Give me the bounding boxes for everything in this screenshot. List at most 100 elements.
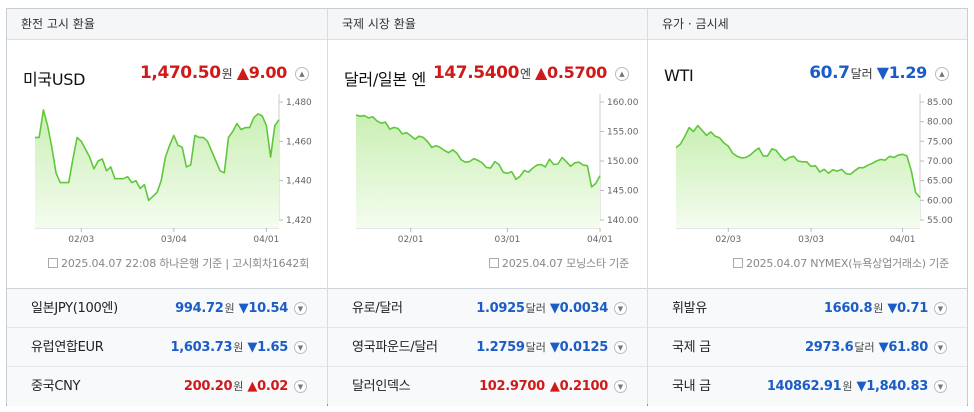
y-tick-label: 80.00 xyxy=(927,118,953,128)
item-change: ▼0.71 xyxy=(887,301,928,316)
item-value: 102.9700 xyxy=(479,379,545,394)
y-tick-label: 160.00 xyxy=(607,98,639,108)
series-area xyxy=(35,109,279,228)
list-item[interactable]: 중국CNY 200.20 원 ▲0.02 ▼ xyxy=(7,367,327,406)
main-change: ▲0.5700 xyxy=(535,63,607,82)
y-tick-label: 150.00 xyxy=(607,157,639,167)
column-header[interactable]: 환전 고시 환율 xyxy=(7,9,327,40)
item-name: 국제 금 xyxy=(672,340,711,355)
item-change: ▼1,840.83 xyxy=(856,379,929,394)
item-name: 국내 금 xyxy=(672,379,711,394)
chevron-down-icon[interactable]: ▼ xyxy=(934,302,947,315)
item-change: ▼61.80 xyxy=(878,340,929,355)
chart-wti: 55.00 60.00 65.00 70.00 75.00 80.00 85.00 02/03… xyxy=(675,94,953,245)
item-unit: 달러 xyxy=(525,302,546,315)
main-quote-panel: 미국USD 1,470.50 원 ▲9.00 ▲ 1,420 1,440 1,460… xyxy=(7,40,327,288)
x-tick-label: 02/03 xyxy=(68,235,94,245)
item-unit: 원 xyxy=(224,302,235,315)
item-change: ▲0.02 xyxy=(247,379,288,394)
x-tick-label: 04/01 xyxy=(587,235,613,245)
item-unit: 원 xyxy=(873,302,884,315)
series-line xyxy=(355,114,601,188)
y-tick-label: 70.00 xyxy=(927,157,953,167)
source-text: 2025.04.07 22:08 하나은행 기준 | 고시회차1642회 xyxy=(48,255,309,271)
chevron-down-icon[interactable]: ▼ xyxy=(614,341,627,354)
x-tick-label: 04/01 xyxy=(253,235,279,245)
list-item[interactable]: 국내 금 140862.91 원 ▼1,840.83 ▼ xyxy=(648,367,967,406)
item-name: 중국CNY xyxy=(31,379,81,394)
chevron-up-icon[interactable]: ▲ xyxy=(295,67,309,81)
chevron-down-icon[interactable]: ▼ xyxy=(294,341,307,354)
chart-usd: 1,420 1,440 1,460 1,480 02/03 03/04 04/01 xyxy=(35,94,312,245)
list-item[interactable]: 유로/달러 1.0925 달러 ▼0.0034 ▼ xyxy=(328,289,647,328)
x-tick-label: 02/03 xyxy=(715,235,741,245)
chevron-down-icon[interactable]: ▼ xyxy=(934,380,947,393)
item-unit: 달러 xyxy=(525,341,546,354)
main-quote-panel: 달러/일본 엔 147.5400 엔 ▲0.5700 ▲ 140.00 145.0… xyxy=(328,40,647,288)
item-change: ▼0.0125 xyxy=(549,340,608,355)
main-change: ▼1.29 xyxy=(876,63,928,82)
item-unit: 달러 xyxy=(854,341,875,354)
y-tick-label: 145.00 xyxy=(607,187,639,197)
main-value: 1,470.50 xyxy=(139,63,221,83)
list-item[interactable]: 영국파운드/달러 1.2759 달러 ▼0.0125 ▼ xyxy=(328,328,647,367)
chevron-down-icon[interactable]: ▼ xyxy=(294,380,307,393)
item-value: 1.0925 xyxy=(476,301,525,316)
main-value: 60.7 xyxy=(809,63,850,83)
main-title[interactable]: WTI xyxy=(664,66,694,85)
item-value: 1,603.73 xyxy=(170,340,233,355)
main-title[interactable]: 미국USD xyxy=(23,70,86,89)
item-unit: 원 xyxy=(233,341,244,354)
column-exchange: 환전 고시 환율 미국USD 1,470.50 원 ▲9.00 ▲ 1,420 1… xyxy=(7,9,327,406)
main-quote-panel: WTI 60.7 달러 ▼1.29 ▲ 55.00 60.00 65.00 70.00… xyxy=(648,40,967,288)
sub-quote-list: 유로/달러 1.0925 달러 ▼0.0034 ▼ 영국파운드/달러 1.2759 달러… xyxy=(328,288,647,406)
x-tick-label: 04/01 xyxy=(890,235,916,245)
y-tick-label: 1,420 xyxy=(286,216,312,226)
chevron-down-icon[interactable]: ▼ xyxy=(294,302,307,315)
main-quote: 147.5400 엔 ▲0.5700 ▲ xyxy=(433,63,629,83)
list-item[interactable]: 달러인덱스 102.9700 ▲0.2100 ▼ xyxy=(328,367,647,406)
item-value: 140862.91 xyxy=(766,379,842,394)
item-name: 유로/달러 xyxy=(352,301,403,316)
chart-usd-jpy: 140.00 145.00 150.00 155.00 160.00 02/01 03/01… xyxy=(355,94,639,245)
y-tick-label: 65.00 xyxy=(927,177,953,187)
chevron-down-icon[interactable]: ▼ xyxy=(614,302,627,315)
column-header[interactable]: 국제 시장 환율 xyxy=(328,9,647,40)
list-item[interactable]: 휘발유 1660.8 원 ▼0.71 ▼ xyxy=(648,289,967,328)
y-tick-label: 75.00 xyxy=(927,137,953,147)
column-header[interactable]: 유가 · 금시세 xyxy=(648,9,967,40)
document-icon xyxy=(733,258,744,268)
list-item[interactable]: 국제 금 2973.6 달러 ▼61.80 ▼ xyxy=(648,328,967,367)
item-name: 달러인덱스 xyxy=(352,379,411,394)
y-tick-label: 55.00 xyxy=(927,216,953,226)
item-name: 영국파운드/달러 xyxy=(352,340,438,355)
source-label: 2025.04.07 22:08 하나은행 기준 | 고시회차1642회 xyxy=(61,257,309,270)
item-value: 200.20 xyxy=(183,379,233,394)
series-area xyxy=(356,115,600,228)
item-value: 2973.6 xyxy=(805,340,854,355)
y-tick-label: 60.00 xyxy=(927,196,953,206)
main-value: 147.5400 xyxy=(432,63,519,83)
main-title[interactable]: 달러/일본 엔 xyxy=(344,70,426,89)
chevron-down-icon[interactable]: ▼ xyxy=(614,380,627,393)
list-item[interactable]: 유럽연합EUR 1,603.73 원 ▼1.65 ▼ xyxy=(7,328,327,367)
column-international: 국제 시장 환율 달러/일본 엔 147.5400 엔 ▲0.5700 ▲ 14… xyxy=(327,9,647,406)
sub-quote-list: 일본JPY(100엔) 994.72 원 ▼10.54 ▼ 유럽연합EUR 1,603… xyxy=(7,288,327,406)
chevron-up-icon[interactable]: ▲ xyxy=(935,67,949,81)
item-unit: 원 xyxy=(233,380,244,393)
y-tick-label: 1,440 xyxy=(286,177,312,187)
y-tick-label: 85.00 xyxy=(927,98,953,108)
item-name: 유럽연합EUR xyxy=(31,340,104,355)
list-item[interactable]: 일본JPY(100엔) 994.72 원 ▼10.54 ▼ xyxy=(7,289,327,328)
chevron-down-icon[interactable]: ▼ xyxy=(934,341,947,354)
y-tick-label: 1,480 xyxy=(286,98,312,108)
source-label: 2025.04.07 NYMEX(뉴욕상업거래소) 기준 xyxy=(746,257,949,270)
x-tick-label: 03/03 xyxy=(798,235,824,245)
series-area xyxy=(676,125,920,228)
chevron-up-icon[interactable]: ▲ xyxy=(615,67,629,81)
source-text: 2025.04.07 NYMEX(뉴욕상업거래소) 기준 xyxy=(733,255,949,271)
item-name: 휘발유 xyxy=(672,301,707,316)
main-unit: 원 xyxy=(221,67,233,81)
main-quote: 1,470.50 원 ▲9.00 ▲ xyxy=(140,63,309,83)
main-quote: 60.7 달러 ▼1.29 ▲ xyxy=(809,63,949,83)
